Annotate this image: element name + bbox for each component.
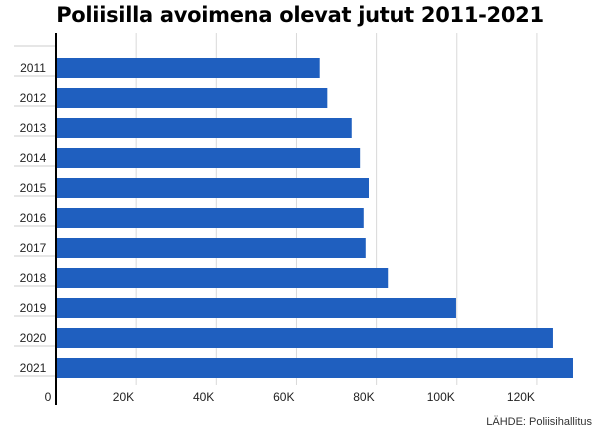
- y-tick-label-2021: 2021: [20, 361, 47, 375]
- x-tick-label: 100K: [427, 390, 455, 404]
- bar-2018: [56, 268, 389, 288]
- bar-2020: [56, 328, 553, 348]
- bar-2016: [56, 208, 364, 228]
- bar-2015: [56, 178, 370, 198]
- y-tick-label-2012: 2012: [20, 91, 47, 105]
- y-tick-label-2020: 2020: [20, 331, 47, 345]
- x-axis-labels: 0 20K 40K 60K 80K 100K 120K: [45, 390, 535, 404]
- y-tick-label-2015: 2015: [20, 181, 47, 195]
- y-tick-label-2013: 2013: [20, 121, 47, 135]
- y-tick-label-2017: 2017: [20, 241, 47, 255]
- y-tick-label-2014: 2014: [20, 151, 47, 165]
- y-tick-label-2018: 2018: [20, 271, 47, 285]
- bar-2014: [56, 148, 361, 168]
- bars: [56, 58, 573, 378]
- source-note: LÄHDE: Poliisihallitus: [486, 416, 592, 428]
- bar-2021: [56, 358, 573, 378]
- bar-2012: [56, 88, 328, 108]
- x-tick-label: 0: [45, 390, 52, 404]
- x-tick-label: 60K: [273, 390, 294, 404]
- y-axis-labels: 2011 2012 2013 2014 2015 2016 2017 2018 2019 2020…: [20, 61, 47, 375]
- y-tick-label-2011: 2011: [20, 61, 46, 75]
- bar-2017: [56, 238, 366, 258]
- x-tick-label: 120K: [507, 390, 535, 404]
- y-tick-label-2016: 2016: [20, 211, 47, 225]
- chart-title: Poliisilla avoimena olevat jutut 2011-20…: [56, 3, 544, 27]
- bar-2019: [56, 298, 456, 318]
- y-tick-label-2019: 2019: [20, 301, 47, 315]
- x-tick-label: 80K: [353, 390, 374, 404]
- bar-2011: [56, 58, 320, 78]
- bar-2013: [56, 118, 352, 138]
- x-tick-label: 20K: [113, 390, 134, 404]
- row-separators: [14, 45, 56, 377]
- x-tick-label: 40K: [193, 390, 214, 404]
